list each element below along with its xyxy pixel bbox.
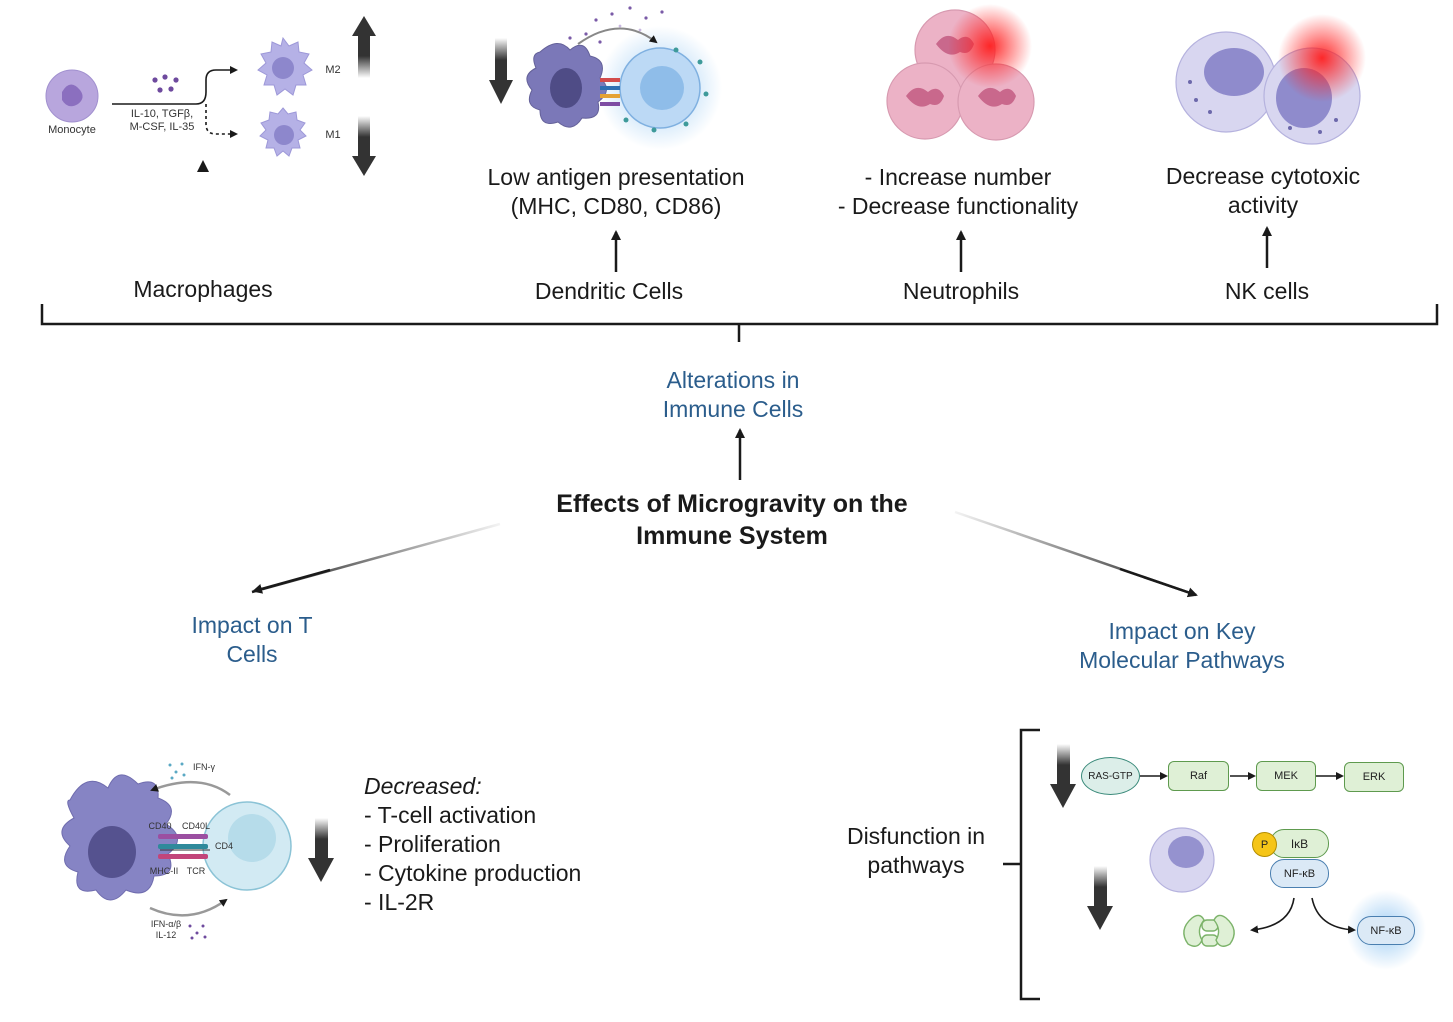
macrophage-cytokines: IL-10, TGFβ, M-CSF, IL-35 <box>116 108 208 134</box>
nk-highlight <box>1278 14 1366 102</box>
mapk-decrease-arrow-icon <box>1050 744 1076 808</box>
branch-immune-cells-line2: Immune Cells <box>662 396 804 422</box>
ifn-gamma-dots-icon <box>168 762 186 780</box>
m2-label: M2 <box>325 64 341 76</box>
ifn-gamma-label: IFN-γ <box>193 762 215 772</box>
receptor-bindings-icon <box>600 78 620 106</box>
center-title-line2: Immune System <box>636 522 828 550</box>
t-cell-icon <box>619 47 709 133</box>
dendritic-effect-line1: Low antigen presentation <box>487 164 745 190</box>
branch-pathways: Impact on Key Molecular Pathways <box>1042 617 1322 675</box>
top-bracket <box>40 304 1439 342</box>
m1-macrophage-icon <box>259 107 307 157</box>
m1-label: M1 <box>325 129 341 141</box>
arrow-pathways-head <box>1119 567 1198 598</box>
center-title-line1: Effects of Microgravity on the <box>556 490 908 518</box>
dendritic-decrease-arrow-icon <box>489 38 513 104</box>
neutrophils-effect: - Increase number - Decrease functionali… <box>808 163 1108 221</box>
arrow-t-cells-head <box>252 568 331 594</box>
nk-effect-line1: Decrease cytotoxic <box>1165 163 1361 189</box>
nfkb-node: NF-κB <box>1270 859 1329 888</box>
tcell-effect-item: - T-cell activation <box>364 802 537 828</box>
macrophage-cytokines-line2: M-CSF, IL-35 <box>129 121 195 133</box>
ifn-ab-arrow <box>149 898 228 917</box>
ifn-gamma-arrow <box>150 780 231 796</box>
nfkb-to-cytoplasm-arrow <box>1250 897 1295 934</box>
cd4-t-cell-icon <box>202 801 292 891</box>
nfkb-decrease-arrow-icon <box>1087 866 1113 930</box>
pathway-dysfunction-line2: pathways <box>867 852 965 878</box>
neutrophil-highlight <box>948 4 1032 88</box>
ifn-ab-label: IFN-α/β IL-12 <box>144 919 188 941</box>
degraded-ikb-icon <box>1183 914 1235 947</box>
branch-t-cells-line2: Cells <box>226 641 278 667</box>
antigen-particles-icon <box>568 6 664 44</box>
phosphate-node: P <box>1252 832 1277 857</box>
dendritic-effect-line2: (MHC, CD80, CD86) <box>510 193 722 219</box>
mhc2-label: MHC-II <box>149 866 179 876</box>
tcell-decrease-arrow-icon <box>308 818 334 882</box>
decreased-label: Decreased: <box>364 773 482 799</box>
synapse-molecules-icon <box>158 834 210 859</box>
center-title: Effects of Microgravity on the Immune Sy… <box>532 488 932 552</box>
nk-effect-line2: activity <box>1227 192 1299 218</box>
cd40l-label: CD40L <box>181 821 210 831</box>
neutrophils-effect-line1: - Increase number <box>864 164 1052 190</box>
arrow-macrophages-head <box>197 160 209 172</box>
dendritic-cell-icon <box>526 43 607 128</box>
m1-decrease-arrow-icon <box>352 116 376 176</box>
tcell-effect-item: - Cytokine production <box>364 860 582 886</box>
branch-pathways-line1: Impact on Key <box>1108 618 1256 644</box>
branch-t-cells-line1: Impact on T <box>191 612 313 638</box>
neutrophils-effect-line2: - Decrease functionality <box>837 193 1079 219</box>
pathway-dysfunction-line1: Disfunction in <box>846 823 986 849</box>
ras-gtp-node: RAS-GTP <box>1081 757 1140 795</box>
cd4-label: CD4 <box>214 841 233 851</box>
tcell-effect-item: - Proliferation <box>364 831 501 857</box>
tcell-effect-item: - IL-2R <box>364 889 435 915</box>
m2-increase-arrow-icon <box>352 16 376 78</box>
branch-pathways-line2: Molecular Pathways <box>1079 647 1285 673</box>
neutrophils-label: Neutrophils <box>902 278 1020 304</box>
cd40-label: CD40 <box>148 821 172 831</box>
mek-node: MEK <box>1256 761 1316 791</box>
pathway-nk-cell-icon <box>1149 827 1215 893</box>
cytokine-dots-icon <box>152 74 179 93</box>
antigen-transfer-arrow <box>577 27 658 45</box>
differentiation-arrow-m1 <box>205 104 238 138</box>
tcr-label: TCR <box>186 866 206 876</box>
pathway-dysfunction-label: Disfunction in pathways <box>826 822 1006 880</box>
branch-immune-cells-line1: Alterations in <box>666 367 800 393</box>
pathway-bracket <box>1003 728 1040 1001</box>
nfkb-to-nucleus-arrow <box>1311 897 1356 934</box>
ifn-ab-line: IFN-α/β <box>150 919 182 929</box>
differentiation-arrow-m2 <box>112 66 238 105</box>
nk-label: NK cells <box>1224 278 1310 304</box>
ifn-ab-dots-icon <box>188 924 207 940</box>
nk-effect: Decrease cytotoxic activity <box>1133 162 1393 220</box>
macrophage-cytokines-line1: IL-10, TGFβ, <box>130 108 194 120</box>
branch-t-cells: Impact on T Cells <box>152 611 352 669</box>
macrophages-label: Macrophages <box>133 276 273 302</box>
ikb-node: IκB <box>1270 829 1329 858</box>
raf-node: Raf <box>1168 761 1229 791</box>
m2-macrophage-icon <box>257 36 313 96</box>
apc-cell-icon <box>61 774 178 901</box>
nfkb-nucleus-node: NF-κB <box>1357 916 1415 945</box>
branch-immune-cells: Alterations in Immune Cells <box>633 366 833 424</box>
monocyte-label: Monocyte <box>48 124 96 136</box>
dendritic-label: Dendritic Cells <box>534 278 684 304</box>
dendritic-effect: Low antigen presentation (MHC, CD80, CD8… <box>456 163 776 221</box>
monocyte-cell-icon <box>45 69 99 123</box>
erk-node: ERK <box>1344 762 1404 792</box>
il12-line: IL-12 <box>155 930 177 940</box>
tcell-effects-list: Decreased: - T-cell activation - Prolife… <box>364 772 581 917</box>
